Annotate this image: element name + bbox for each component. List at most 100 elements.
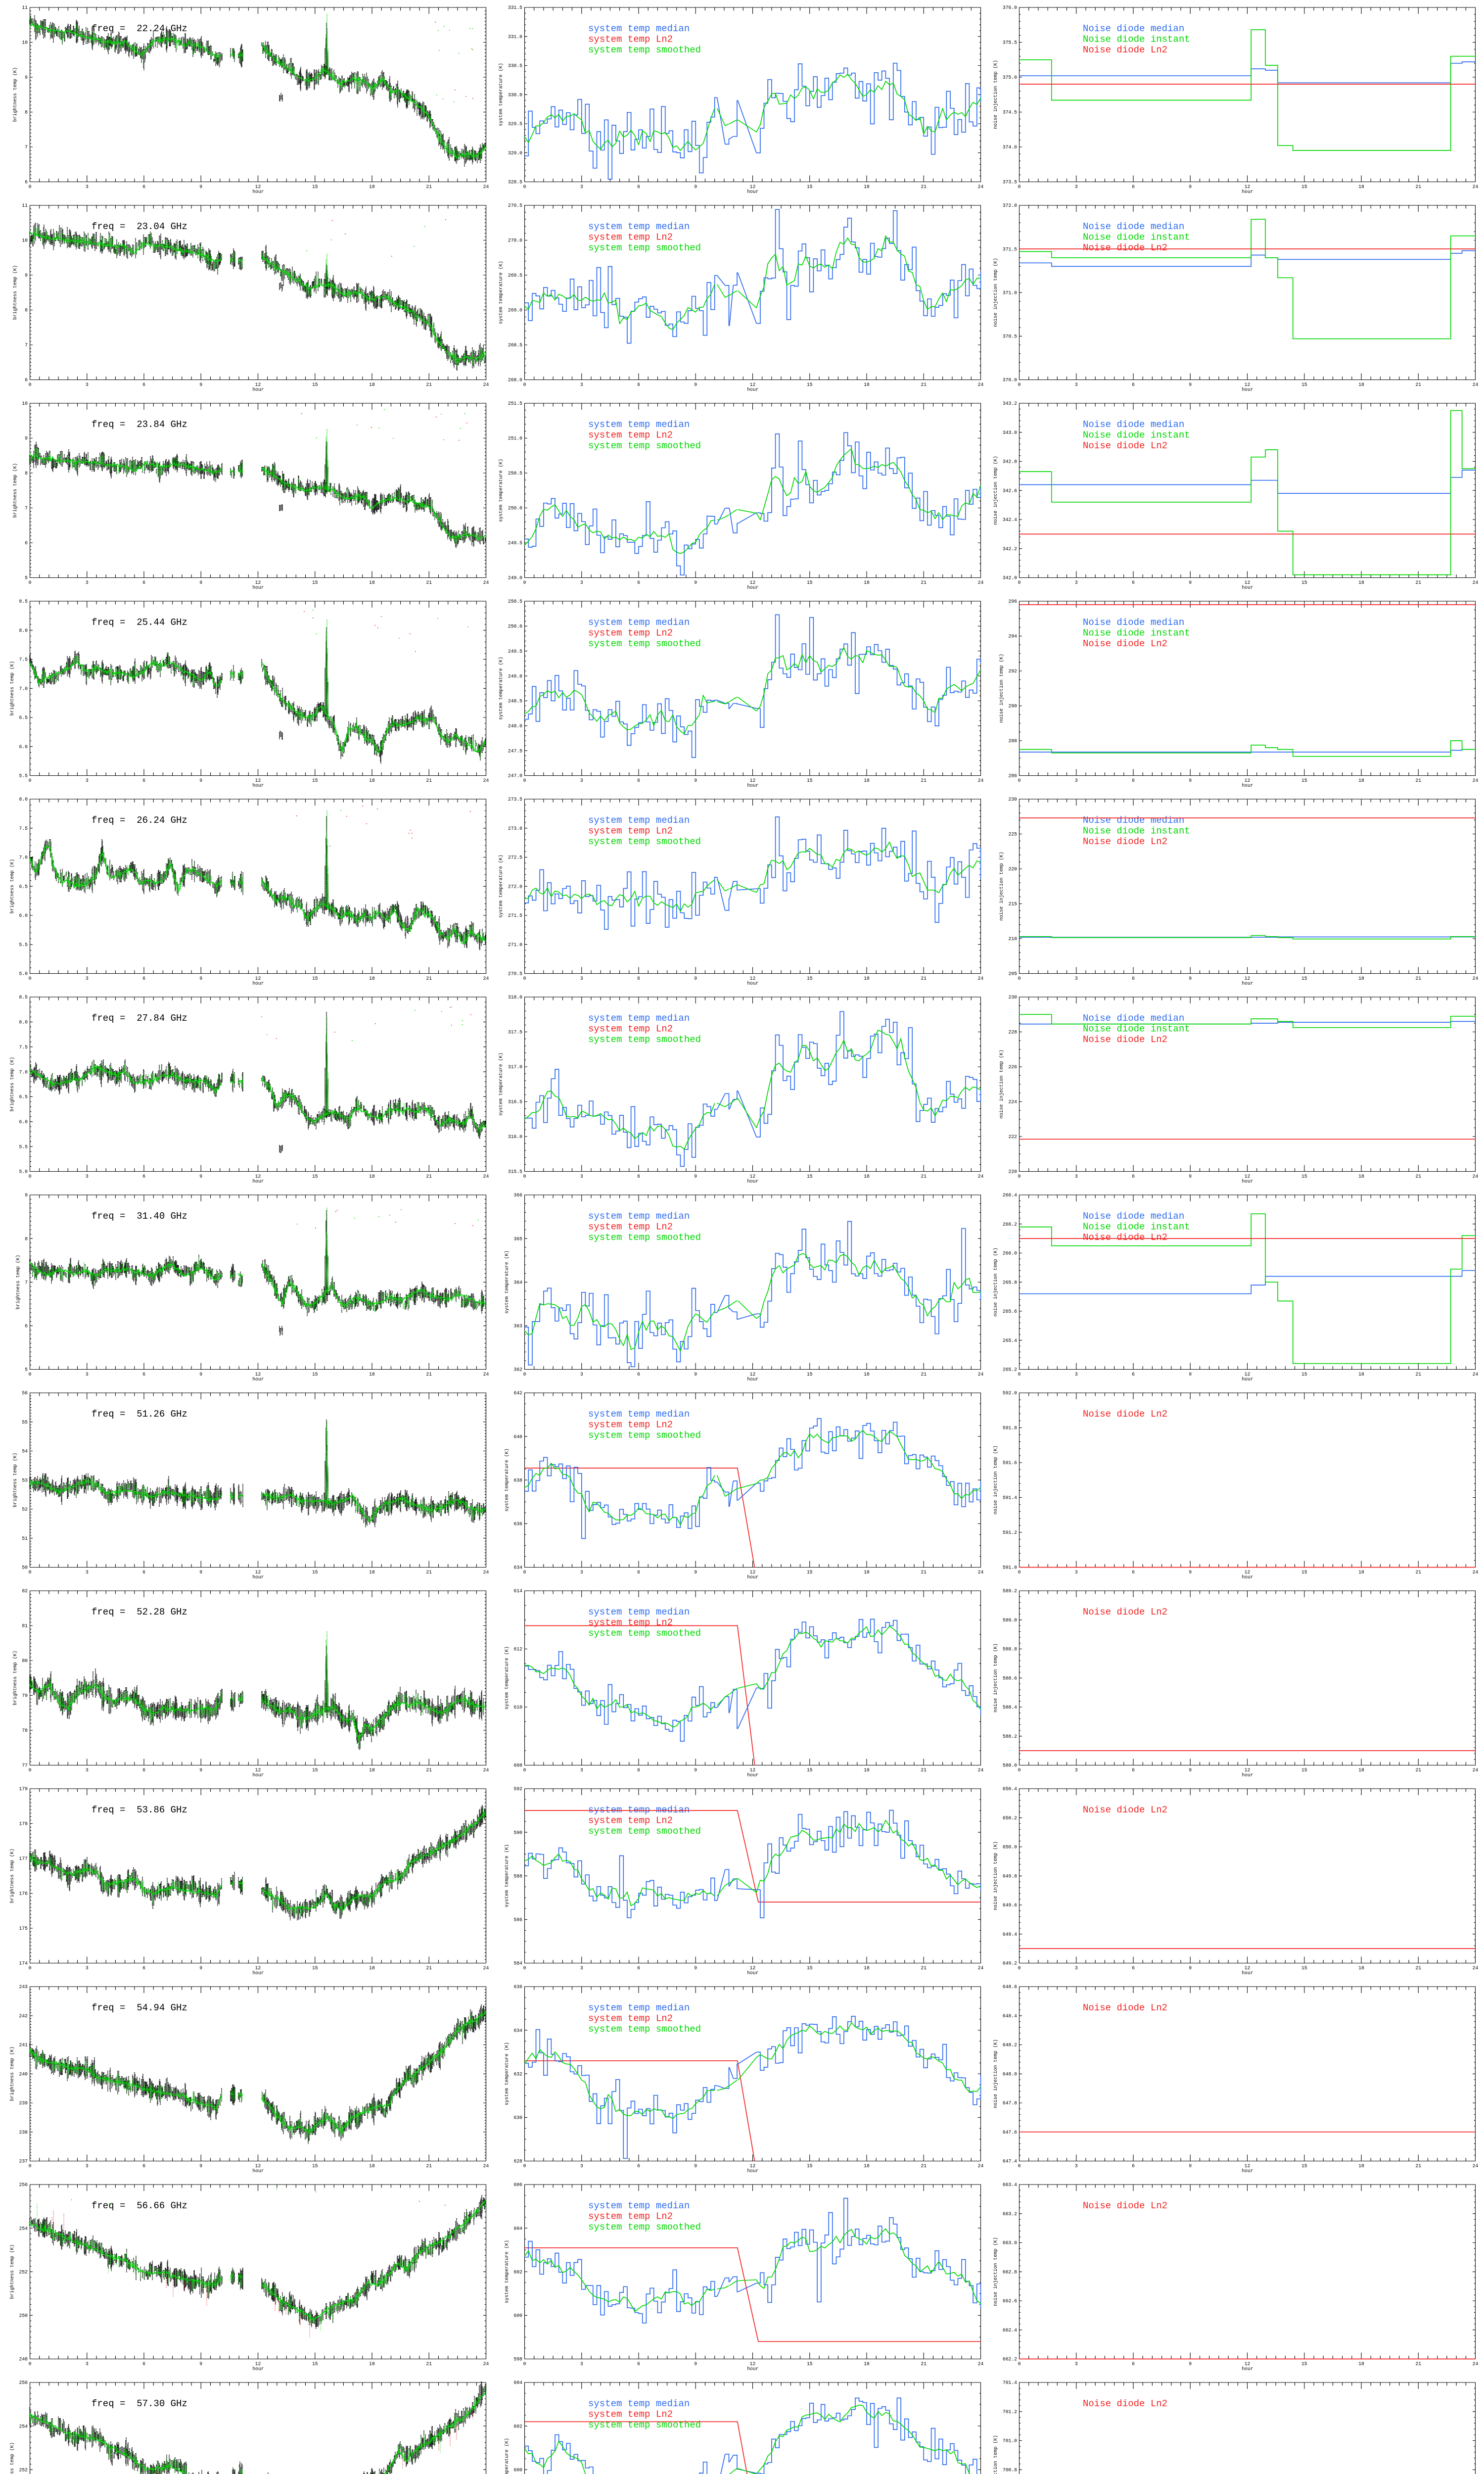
svg-text:220: 220: [1009, 1169, 1018, 1175]
svg-text:system temperature (K): system temperature (K): [498, 855, 504, 918]
svg-text:249.5: 249.5: [508, 649, 522, 654]
svg-text:brightness temp (K): brightness temp (K): [9, 1849, 15, 1903]
svg-text:591.2: 591.2: [1003, 1530, 1017, 1535]
svg-text:system temp Ln2: system temp Ln2: [588, 1815, 673, 1826]
svg-text:6: 6: [25, 378, 28, 383]
svg-text:system temperature (K): system temperature (K): [504, 2438, 510, 2474]
svg-text:12: 12: [750, 1174, 756, 1179]
svg-text:hour: hour: [1242, 1179, 1253, 1184]
svg-text:247.0: 247.0: [508, 773, 522, 779]
svg-text:366: 366: [514, 1192, 523, 1198]
svg-text:18: 18: [864, 976, 870, 981]
svg-text:Noise diode median: Noise diode median: [1083, 419, 1184, 430]
svg-text:Noise diode Ln2: Noise diode Ln2: [1083, 1232, 1167, 1243]
svg-text:15: 15: [807, 184, 813, 190]
svg-text:638: 638: [514, 1477, 523, 1483]
svg-text:9: 9: [199, 2361, 202, 2367]
svg-text:9: 9: [199, 2163, 202, 2169]
svg-text:24: 24: [978, 2361, 984, 2367]
svg-text:0: 0: [1018, 976, 1021, 981]
svg-text:329.5: 329.5: [508, 121, 522, 127]
svg-text:634: 634: [514, 2028, 523, 2033]
svg-text:9: 9: [1189, 2163, 1192, 2169]
svg-text:system temperature (K): system temperature (K): [504, 1448, 510, 1512]
svg-text:6.5: 6.5: [19, 1094, 28, 1100]
svg-text:hour: hour: [1242, 1970, 1253, 1976]
svg-text:15: 15: [807, 1570, 813, 1575]
svg-text:12: 12: [1245, 382, 1251, 387]
svg-text:brightness temp (K): brightness temp (K): [9, 2046, 15, 2101]
svg-text:588.6: 588.6: [1003, 1675, 1017, 1681]
svg-text:21: 21: [921, 1965, 927, 1971]
svg-text:266.4: 266.4: [1003, 1192, 1017, 1198]
svg-text:system temp Ln2: system temp Ln2: [588, 826, 673, 837]
svg-text:18: 18: [864, 382, 870, 387]
svg-text:Noise diode instant: Noise diode instant: [1083, 232, 1190, 243]
svg-text:9: 9: [199, 382, 202, 387]
svg-text:0: 0: [523, 778, 526, 783]
svg-text:265.2: 265.2: [1003, 1367, 1017, 1373]
svg-text:24: 24: [1473, 976, 1479, 981]
svg-text:3: 3: [1075, 1570, 1078, 1575]
svg-text:15: 15: [1301, 2361, 1307, 2367]
svg-text:0: 0: [29, 1174, 32, 1179]
svg-text:6: 6: [637, 2163, 640, 2169]
svg-text:21: 21: [1415, 1372, 1421, 1377]
svg-text:248.0: 248.0: [508, 723, 522, 729]
svg-text:640: 640: [514, 1434, 523, 1439]
svg-text:648.4: 648.4: [1003, 2013, 1017, 2019]
svg-text:8: 8: [25, 471, 28, 476]
svg-text:662.8: 662.8: [1003, 2269, 1017, 2275]
svg-text:628: 628: [514, 2159, 523, 2164]
svg-text:21: 21: [426, 1965, 432, 1971]
svg-text:273.5: 273.5: [508, 797, 522, 802]
svg-text:Noise diode median: Noise diode median: [1083, 815, 1184, 826]
svg-text:9: 9: [1189, 1767, 1192, 1773]
svg-text:12: 12: [750, 1570, 756, 1575]
svg-text:12: 12: [255, 1372, 261, 1377]
svg-text:12: 12: [255, 1570, 261, 1575]
svg-text:Noise diode instant: Noise diode instant: [1083, 430, 1190, 441]
svg-text:Noise diode median: Noise diode median: [1083, 617, 1184, 628]
svg-text:15: 15: [312, 1767, 318, 1773]
svg-text:588.2: 588.2: [1003, 1734, 1017, 1739]
svg-text:Noise diode Ln2: Noise diode Ln2: [1083, 2398, 1167, 2409]
svg-text:241: 241: [19, 2043, 28, 2048]
svg-text:9: 9: [199, 580, 202, 585]
svg-text:6: 6: [1132, 976, 1135, 981]
svg-text:250: 250: [19, 2313, 28, 2319]
svg-text:252: 252: [19, 2269, 28, 2275]
svg-text:374.5: 374.5: [1003, 110, 1017, 115]
svg-text:freq = 57.30 GHz: freq = 57.30 GHz: [92, 2398, 187, 2409]
svg-text:18: 18: [864, 778, 870, 783]
svg-text:15: 15: [807, 778, 813, 783]
svg-text:21: 21: [1415, 184, 1421, 190]
svg-text:3: 3: [86, 2361, 89, 2367]
svg-text:590: 590: [514, 1830, 523, 1835]
svg-text:8: 8: [25, 110, 28, 115]
svg-text:noise injection temp (K): noise injection temp (K): [993, 1643, 998, 1713]
svg-text:brightness temp (K): brightness temp (K): [12, 1651, 18, 1705]
svg-text:329.0: 329.0: [508, 150, 522, 156]
svg-text:system temp smoothed: system temp smoothed: [588, 1034, 701, 1045]
svg-text:238: 238: [19, 2130, 28, 2135]
svg-text:21: 21: [426, 976, 432, 981]
svg-text:hour: hour: [747, 2168, 758, 2174]
svg-text:system temperature (K): system temperature (K): [498, 459, 504, 522]
svg-text:6: 6: [1132, 2361, 1135, 2367]
svg-text:Noise diode Ln2: Noise diode Ln2: [1083, 1409, 1167, 1420]
svg-text:18: 18: [864, 184, 870, 190]
svg-text:56: 56: [22, 1390, 28, 1396]
svg-text:24: 24: [1473, 1767, 1479, 1773]
svg-text:24: 24: [483, 2163, 489, 2169]
svg-text:9: 9: [694, 580, 697, 585]
svg-text:9: 9: [199, 184, 202, 190]
svg-text:636: 636: [514, 1984, 523, 1990]
svg-text:7: 7: [25, 506, 28, 511]
svg-text:system temp Ln2: system temp Ln2: [588, 1420, 673, 1430]
svg-text:3: 3: [1075, 580, 1078, 585]
svg-text:270.0: 270.0: [508, 238, 522, 243]
svg-text:15: 15: [312, 2361, 318, 2367]
svg-text:15: 15: [312, 1174, 318, 1179]
svg-text:0: 0: [29, 1372, 32, 1377]
